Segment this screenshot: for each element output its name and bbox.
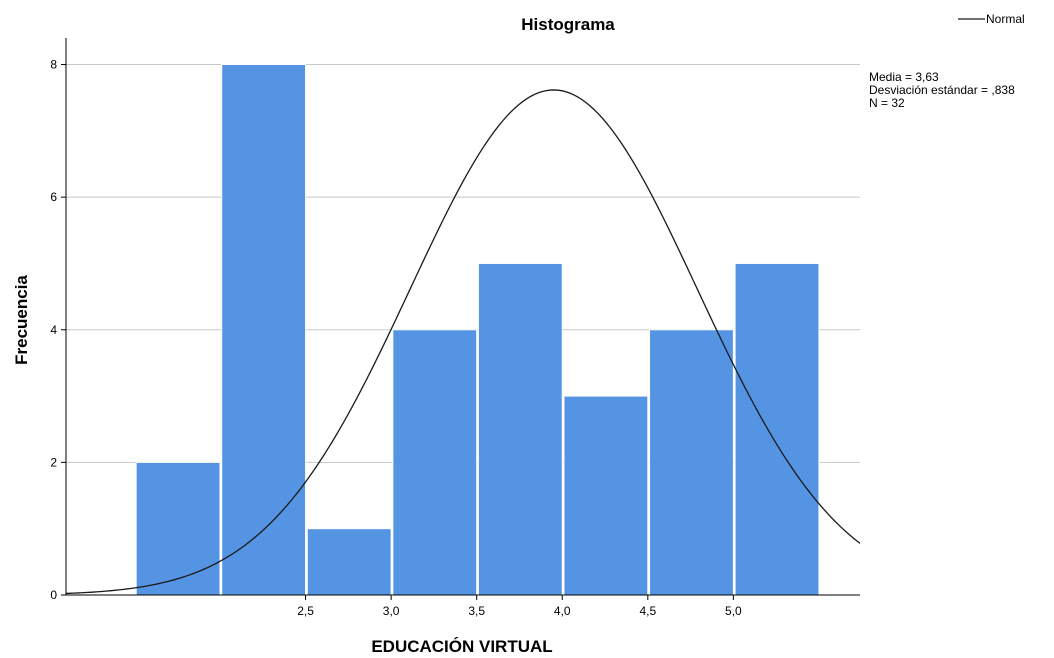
histogram-bar <box>649 329 734 596</box>
stats-n: N = 32 <box>869 96 905 110</box>
x-tick-label: 3,5 <box>468 604 485 618</box>
stats-mean: Media = 3,63 <box>869 70 939 84</box>
histogram-bar <box>135 461 221 596</box>
axes <box>65 38 860 596</box>
y-axis-label: Frecuencia <box>12 275 31 365</box>
x-ticks: 2,5 3,0 3,5 4,0 4,5 5,0 <box>297 595 742 618</box>
x-axis-label: EDUCACIÓN VIRTUAL <box>371 637 552 656</box>
y-tick-label: 0 <box>50 588 57 602</box>
x-tick-label: 3,0 <box>383 604 400 618</box>
histogram-bar <box>563 395 649 596</box>
histogram-bar <box>392 329 478 596</box>
histogram-bar <box>477 262 563 596</box>
y-tick-label: 8 <box>50 58 57 72</box>
y-tick-label: 6 <box>50 190 57 204</box>
histogram-bar <box>734 262 820 596</box>
histogram-bar <box>306 528 392 596</box>
x-tick-label: 4,5 <box>639 604 656 618</box>
x-tick-label: 2,5 <box>297 604 314 618</box>
stats-sd: Desviación estándar = ,838 <box>869 83 1015 97</box>
x-tick-label: 4,0 <box>554 604 571 618</box>
legend: Normal <box>958 12 1025 26</box>
stats-box: Media = 3,63 Desviación estándar = ,838 … <box>869 70 1015 110</box>
y-tick-label: 4 <box>50 323 57 337</box>
y-tick-label: 2 <box>50 455 57 469</box>
y-ticks: 0 2 4 6 8 <box>50 58 66 602</box>
normal-curve <box>65 89 861 595</box>
legend-label-normal: Normal <box>986 12 1025 26</box>
chart-title: Histograma <box>521 15 615 34</box>
histogram-bar <box>221 64 307 596</box>
x-tick-label: 5,0 <box>725 604 742 618</box>
